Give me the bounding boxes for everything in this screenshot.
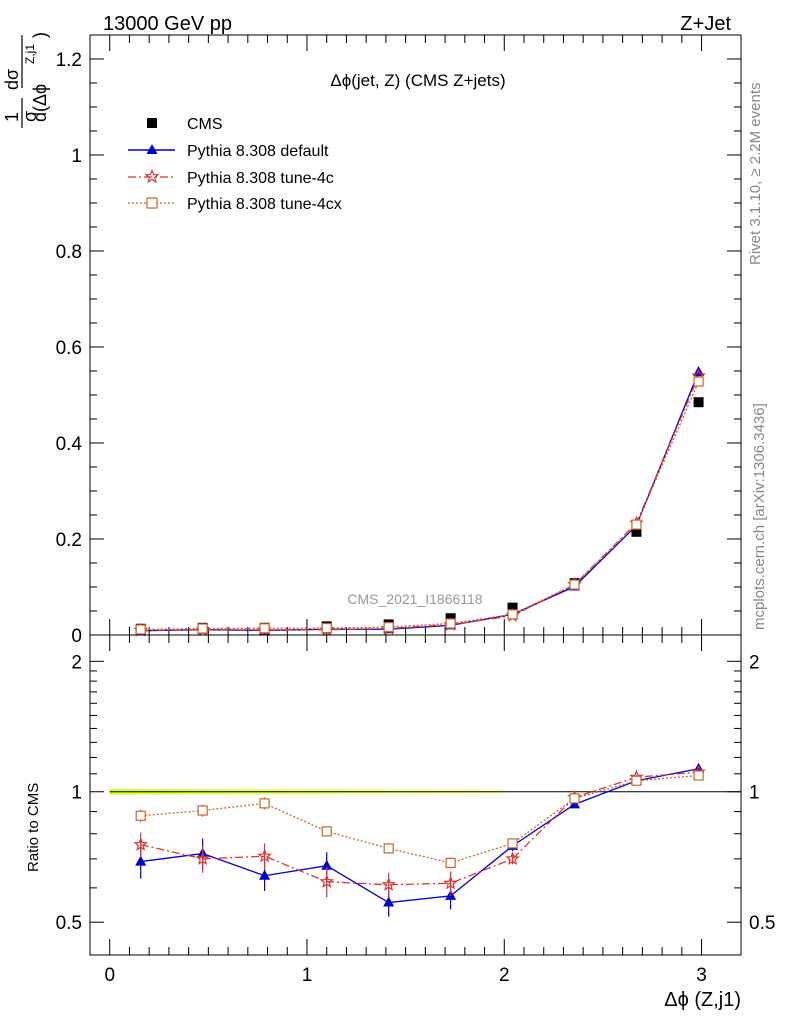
svg-text:CMS: CMS bbox=[187, 116, 223, 133]
svg-text:d(Δϕ: d(Δϕ bbox=[30, 84, 50, 122]
ratio-axes: 0.5 0.5 1 1 2 2 0 1 2 3 bbox=[56, 635, 775, 986]
ratio-data-point bbox=[197, 805, 208, 816]
ratio-data-point bbox=[693, 770, 704, 781]
main-y-axis-label: 1 σ dσ d(Δϕ Z,j1 ) bbox=[2, 32, 50, 128]
svg-text:Pythia 8.308 tune-4c: Pythia 8.308 tune-4c bbox=[187, 170, 334, 187]
ratio-y-tick-label-right: 1 bbox=[749, 783, 760, 804]
data-point bbox=[321, 622, 332, 634]
legend-item-cms: CMS bbox=[147, 116, 223, 133]
svg-text:σ: σ bbox=[20, 111, 40, 122]
data-point bbox=[507, 602, 518, 613]
ratio-plot-frame bbox=[89, 634, 742, 956]
ratio-data-point bbox=[135, 810, 146, 821]
svg-text:Pythia 8.308 tune-4cx: Pythia 8.308 tune-4cx bbox=[187, 196, 342, 213]
ratio-data-point bbox=[381, 877, 396, 891]
main-y-tick-label: 0.8 bbox=[56, 242, 82, 263]
svg-text:Z,j1: Z,j1 bbox=[23, 44, 37, 64]
ratio-data-point bbox=[259, 798, 270, 809]
data-point bbox=[445, 618, 456, 629]
data-point bbox=[631, 519, 642, 530]
ratio-series-tune-4cx bbox=[135, 770, 704, 869]
main-plot-area bbox=[133, 365, 706, 637]
ratio-y-tick-label: 1 bbox=[71, 783, 82, 804]
main-y-tick-label: 0 bbox=[71, 626, 82, 647]
svg-text:Pythia 8.308 default: Pythia 8.308 default bbox=[187, 143, 329, 160]
ratio-y-axis-label: Ratio to CMS bbox=[25, 783, 42, 872]
x-axis-label: Δϕ (Z,j1) bbox=[664, 989, 741, 1011]
legend-item-tune-4cx: Pythia 8.308 tune-4cx bbox=[128, 196, 342, 213]
data-point bbox=[693, 397, 704, 408]
data-point bbox=[135, 624, 146, 635]
main-y-tick-label: 0.6 bbox=[56, 338, 82, 359]
main-y-axis: 0 0.2 0.4 0.6 0.8 1 1.2 bbox=[56, 35, 741, 647]
data-point bbox=[569, 579, 580, 590]
legend: CMS Pythia 8.308 default Pythia 8.308 tu… bbox=[128, 116, 342, 213]
ratio-data-point bbox=[505, 851, 520, 866]
header-right: Z+Jet bbox=[680, 13, 731, 35]
data-point bbox=[631, 526, 642, 537]
ratio-data-point bbox=[319, 874, 334, 888]
x-tick-label: 0 bbox=[104, 965, 115, 986]
ratio-y-tick-label-right: 0.5 bbox=[749, 913, 775, 934]
main-y-tick-label: 0.2 bbox=[56, 530, 82, 551]
ratio-y-tick-label: 2 bbox=[71, 652, 82, 673]
ratio-series-tune-4c bbox=[133, 764, 706, 898]
ratio-plot-area bbox=[133, 762, 706, 917]
ratio-data-point bbox=[631, 775, 642, 786]
ratio-data-point bbox=[133, 836, 148, 851]
main-y-tick-label: 1 bbox=[71, 146, 82, 167]
legend-item-tune-4c: Pythia 8.308 tune-4c bbox=[128, 168, 334, 187]
ratio-data-point bbox=[383, 896, 395, 907]
ratio-y-tick-label: 0.5 bbox=[56, 913, 82, 934]
ratio-series-line bbox=[140, 768, 699, 904]
ratio-data-point bbox=[321, 826, 332, 837]
series-line bbox=[140, 381, 700, 631]
ratio-data-point bbox=[195, 851, 210, 866]
data-point bbox=[383, 621, 394, 633]
data-point bbox=[693, 376, 704, 387]
ratio-data-point bbox=[445, 857, 456, 869]
ratio-data-point bbox=[257, 848, 272, 863]
ratio-data-point bbox=[507, 838, 518, 849]
ratio-data-point bbox=[321, 859, 333, 870]
data-point bbox=[507, 609, 518, 620]
ratio-y-tick-label-right: 2 bbox=[749, 652, 760, 673]
svg-text:dσ: dσ bbox=[2, 69, 22, 90]
series-tune-4cx bbox=[135, 376, 704, 635]
main-y-tick-label: 1.2 bbox=[56, 50, 82, 71]
ratio-series-line bbox=[140, 774, 699, 864]
ratio-series-line bbox=[140, 771, 699, 886]
x-tick-label: 3 bbox=[696, 965, 707, 986]
header-left: 13000 GeV pp bbox=[103, 13, 232, 35]
ratio-data-point bbox=[383, 843, 394, 854]
svg-text:1: 1 bbox=[2, 112, 22, 122]
main-y-tick-label: 0.4 bbox=[56, 434, 83, 455]
side-label-top: Rivet 3.1.10, ≥ 2.2M events bbox=[747, 83, 764, 266]
x-tick-label: 2 bbox=[499, 965, 510, 986]
data-point bbox=[197, 623, 208, 634]
ratio-data-point bbox=[259, 869, 271, 880]
svg-text:): ) bbox=[30, 32, 50, 38]
legend-item-default: Pythia 8.308 default bbox=[128, 143, 329, 160]
ratio-data-point bbox=[569, 793, 580, 804]
ratio-data-point bbox=[135, 855, 147, 866]
ratio-data-point bbox=[443, 875, 458, 890]
x-tick-label: 1 bbox=[302, 965, 313, 986]
data-point bbox=[259, 623, 270, 634]
watermark: CMS_2021_I1866118 bbox=[347, 591, 482, 607]
main-plot-title: Δϕ(jet, Z) (CMS Z+jets) bbox=[330, 71, 505, 90]
side-label-bottom: mcplots.cern.ch [arXiv:1306.3436] bbox=[751, 403, 768, 630]
